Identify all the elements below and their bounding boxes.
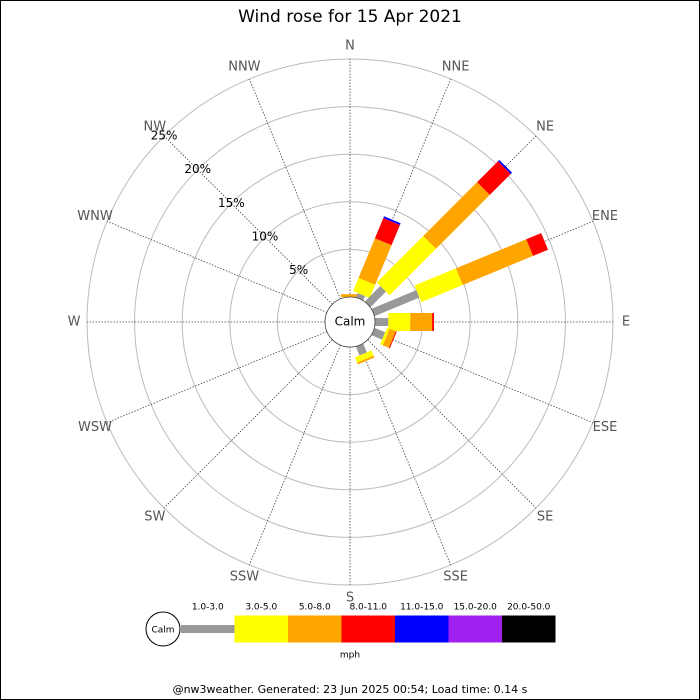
- grid-ring: [181, 153, 519, 491]
- legend-swatch: [181, 625, 235, 633]
- legend-calm: [145, 611, 181, 647]
- bar-segment: [375, 318, 389, 326]
- calm-circle: [324, 296, 376, 348]
- direction-label: SSE: [443, 569, 468, 584]
- legend-label: 3.0-5.0: [245, 603, 277, 613]
- direction-label: NW: [144, 119, 167, 134]
- bar-segment: [364, 286, 386, 308]
- legend-label: 5.0-8.0: [299, 603, 331, 613]
- legend-label: 1.0-3.0: [192, 603, 224, 613]
- spoke: [248, 78, 341, 300]
- bar-segment: [355, 343, 367, 356]
- grid-ring: [229, 201, 471, 443]
- ring-label: 20%: [184, 162, 211, 176]
- spoke: [367, 339, 537, 509]
- bar-segment: [383, 216, 401, 225]
- bar-segment: [354, 350, 374, 363]
- footer: @nw3weather. Generated: 23 Jun 2025 00:5…: [173, 683, 528, 696]
- legend-label: 8.0-11.0: [349, 603, 387, 613]
- bar-segment: [388, 313, 411, 331]
- chart-title: Wind rose for 15 Apr 2021: [238, 7, 462, 27]
- direction-label: SW: [144, 510, 165, 525]
- direction-label: NNE: [442, 60, 470, 75]
- direction-label: NE: [536, 119, 554, 134]
- legend-swatch: [288, 615, 342, 643]
- ring-label: 5%: [289, 263, 308, 277]
- legend-swatch: [448, 615, 502, 643]
- bar-segment: [374, 218, 400, 246]
- bar-segment: [341, 294, 359, 297]
- ring-label: 25%: [151, 129, 178, 143]
- direction-label: WNW: [77, 209, 113, 224]
- calm-label: Calm: [335, 315, 366, 329]
- direction-label: N: [345, 39, 355, 54]
- bar-segment: [477, 161, 511, 195]
- direction-label: SE: [537, 510, 553, 525]
- direction-label: ESE: [593, 420, 618, 435]
- direction-label: NNW: [228, 60, 260, 75]
- bar-segment: [389, 331, 397, 349]
- bar-segment: [526, 233, 549, 256]
- legend-swatch: [502, 615, 556, 643]
- legend-swatch: [341, 615, 395, 643]
- direction-label: SSW: [230, 569, 260, 584]
- ring-label: 15%: [218, 196, 245, 210]
- legend-calm-label: Calm: [151, 626, 174, 636]
- bar-segment: [355, 292, 366, 301]
- legend-label: 11.0-15.0: [400, 603, 444, 613]
- direction-label: E: [622, 315, 630, 330]
- spoke: [163, 339, 333, 509]
- direction-label: S: [346, 591, 354, 606]
- spoke: [248, 344, 341, 566]
- bar-segment: [357, 355, 375, 365]
- bar-segment: [358, 238, 392, 285]
- bar-segment: [376, 236, 436, 296]
- legend-label: 20.0-50.0: [507, 603, 551, 613]
- spoke: [372, 331, 594, 424]
- bar-segment: [423, 182, 490, 249]
- direction-label: WSW: [78, 420, 112, 435]
- spoke: [106, 331, 328, 424]
- spoke: [163, 135, 333, 305]
- bar-segment: [380, 327, 390, 346]
- spoke: [359, 344, 452, 566]
- ring-label: 10%: [252, 230, 279, 244]
- direction-label: W: [68, 315, 81, 330]
- bar-segment: [497, 159, 513, 175]
- bar-segment: [432, 313, 435, 331]
- bar-segment: [353, 277, 376, 298]
- bar-segment: [410, 313, 433, 331]
- direction-label: ENE: [592, 209, 618, 224]
- bar-segment: [371, 327, 386, 340]
- bar-segment: [455, 239, 534, 286]
- legend-swatch: [234, 615, 288, 643]
- legend-label: 15.0-20.0: [454, 603, 498, 613]
- legend-swatch: [395, 615, 449, 643]
- bar-segment: [382, 328, 396, 348]
- bar-segment: [371, 290, 420, 317]
- unit: mph: [340, 651, 360, 661]
- bar-segment: [414, 268, 463, 303]
- spoke: [106, 220, 328, 313]
